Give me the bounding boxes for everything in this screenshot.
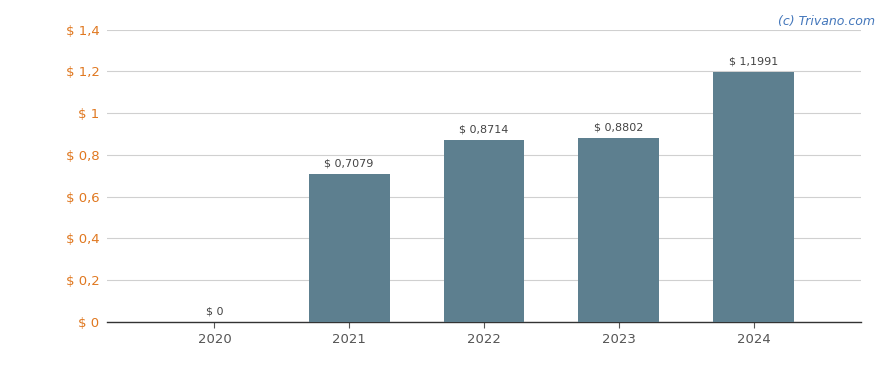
- Text: $ 0,7079: $ 0,7079: [324, 159, 374, 169]
- Text: $ 0: $ 0: [206, 307, 223, 317]
- Bar: [443, 140, 525, 322]
- Bar: [713, 71, 794, 322]
- Text: $ 1,1991: $ 1,1991: [729, 56, 778, 66]
- Bar: [578, 138, 659, 322]
- Text: $ 0,8802: $ 0,8802: [594, 123, 644, 133]
- Bar: [309, 174, 390, 322]
- Text: (c) Trivano.com: (c) Trivano.com: [778, 15, 875, 28]
- Text: $ 0,8714: $ 0,8714: [459, 125, 509, 135]
